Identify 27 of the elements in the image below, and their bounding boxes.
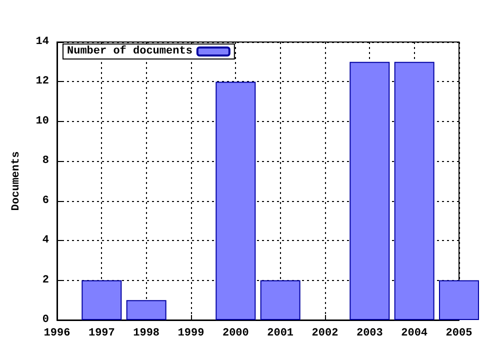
bar bbox=[350, 62, 390, 320]
bar bbox=[216, 82, 256, 320]
x-tick-label: 2000 bbox=[222, 328, 249, 340]
y-tick-label: 0 bbox=[42, 314, 49, 326]
x-tick-label: 1996 bbox=[44, 328, 70, 340]
x-tick-label: 1997 bbox=[88, 328, 115, 340]
bar bbox=[394, 62, 434, 320]
bar bbox=[439, 280, 479, 320]
y-tick-label: 12 bbox=[36, 76, 49, 88]
bar bbox=[126, 300, 166, 320]
bar bbox=[82, 280, 122, 320]
x-tick-label: 1999 bbox=[178, 328, 204, 340]
y-tick-label: 2 bbox=[42, 274, 49, 286]
x-tick-label: 1998 bbox=[133, 328, 160, 340]
bar bbox=[260, 280, 300, 320]
y-tick-label: 4 bbox=[42, 234, 50, 247]
x-tick-label: 2003 bbox=[356, 328, 384, 340]
y-tick-label: 6 bbox=[42, 194, 49, 207]
x-tick-label: 2001 bbox=[267, 328, 294, 340]
legend-label: Number of documents bbox=[67, 44, 192, 58]
y-axis-title: Documents bbox=[10, 151, 22, 211]
y-tick-label: 10 bbox=[36, 115, 49, 128]
y-tick-label: 14 bbox=[36, 36, 50, 48]
y-tick-label: 8 bbox=[42, 155, 50, 168]
x-tick-label: 2004 bbox=[401, 328, 428, 340]
x-tick-label: 2005 bbox=[446, 328, 473, 340]
x-tick-label: 2002 bbox=[312, 328, 338, 340]
